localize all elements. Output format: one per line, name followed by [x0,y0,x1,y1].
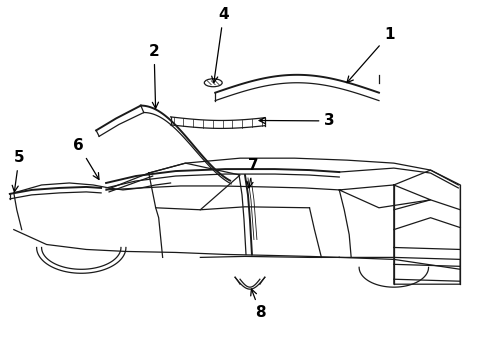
Text: 6: 6 [74,138,99,179]
Text: 3: 3 [259,113,335,129]
Ellipse shape [204,79,222,87]
Text: 1: 1 [347,27,394,82]
Text: 2: 2 [149,44,160,108]
Text: 5: 5 [12,150,24,192]
Text: 4: 4 [212,7,229,82]
Text: 7: 7 [247,158,259,188]
Text: 8: 8 [251,289,266,320]
